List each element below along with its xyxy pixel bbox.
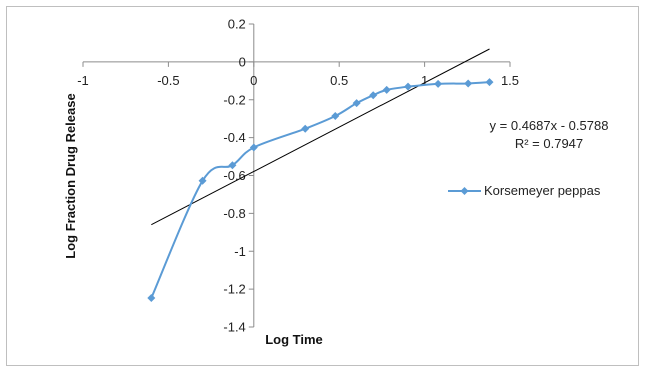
trendline-equation: y = 0.4687x - 0.5788	[490, 118, 609, 133]
tick-labels: 0.2 0 -0.2 -0.4 -0.6 -0.8 -1 -1.2 -1.4 -1 -0.5 0 0.5…	[77, 17, 519, 335]
trendline-r-squared: R² = 0.7947	[515, 136, 583, 151]
y-tick-label: -0.8	[223, 206, 245, 221]
x-tick-label: 0.5	[330, 73, 348, 88]
y-tick-label: -1.2	[223, 282, 245, 297]
x-axis-title: Log Time	[265, 332, 323, 347]
x-tick-label: 1	[421, 73, 428, 88]
data-point	[485, 78, 494, 87]
data-point	[464, 79, 473, 88]
trendline	[151, 48, 490, 226]
data-point	[228, 161, 237, 170]
data-point	[352, 99, 361, 108]
x-tick-label: -0.5	[157, 73, 179, 88]
data-point	[382, 85, 391, 94]
y-tick-label: -0.4	[223, 130, 245, 145]
data-point	[369, 91, 378, 100]
legend: Korsemeyer peppas	[448, 183, 601, 198]
axes	[82, 23, 511, 328]
data-point	[404, 82, 413, 91]
data-point	[434, 79, 443, 88]
y-tick-label: -1	[234, 244, 246, 259]
y-axis-title: Log Fraction Drug Release	[63, 93, 78, 258]
data-point	[147, 294, 156, 303]
y-tick-label: -0.6	[223, 168, 245, 183]
y-tick-label: -1.4	[223, 320, 245, 335]
x-tick-label: -1	[77, 73, 89, 88]
data-point	[301, 124, 310, 133]
y-tick-label: -0.2	[223, 92, 245, 107]
data-point	[331, 112, 340, 121]
y-tick-label: 0	[239, 54, 246, 69]
x-tick-label: 0	[250, 73, 257, 88]
y-tick-label: 0.2	[228, 17, 246, 32]
data-point	[198, 176, 207, 185]
legend-marker	[460, 187, 469, 195]
legend-label: Korsemeyer peppas	[484, 183, 601, 198]
trendline-layer	[151, 48, 490, 226]
data-point	[249, 143, 258, 152]
x-tick-label: 1.5	[501, 73, 519, 88]
series-layer	[147, 78, 494, 303]
chart-border	[6, 6, 639, 366]
